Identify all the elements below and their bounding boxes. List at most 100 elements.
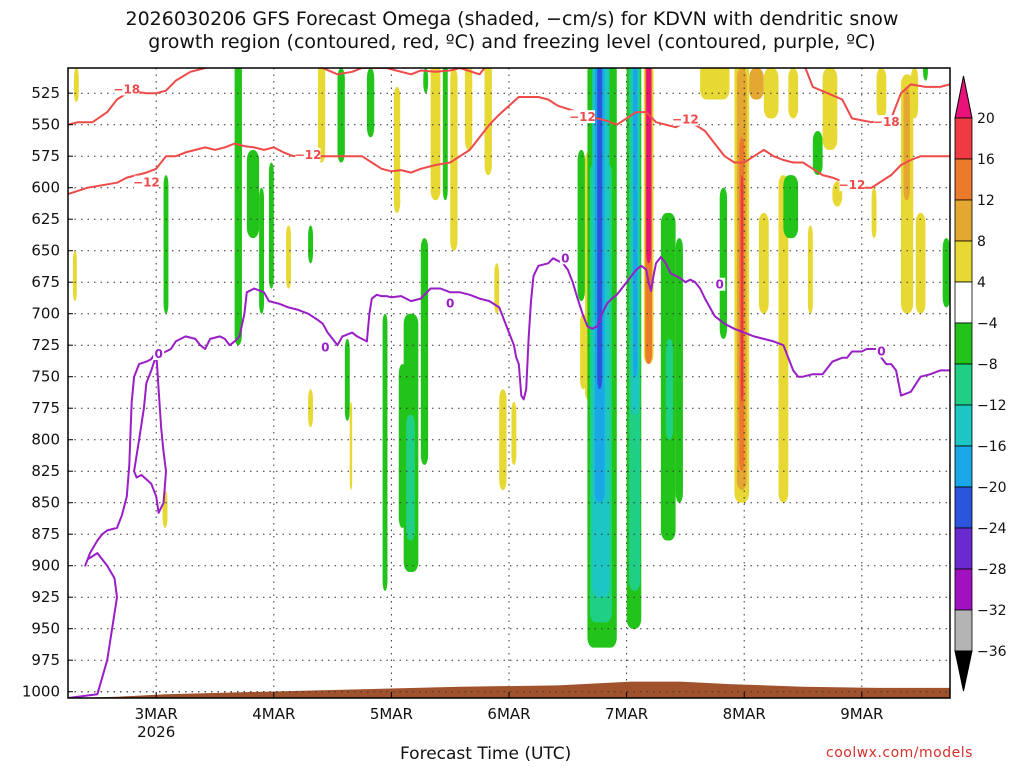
omega-region-27 xyxy=(484,68,492,176)
colorbar-swatch-2 xyxy=(954,199,973,242)
colorbar-swatch-8 xyxy=(954,445,973,488)
contour-label-bg-6 xyxy=(873,115,899,129)
omega-region-1 xyxy=(72,250,77,302)
omega-region-31 xyxy=(577,149,585,302)
contour-label-bg-5 xyxy=(114,82,140,96)
contour-labels: −12 −12 −12 −12 −12 −18 −18 0 0 0 0 0 0 xyxy=(113,82,900,361)
contour-label-bg-12 xyxy=(875,344,887,358)
chart-title-line2: growth region (contoured, red, ºC) and f… xyxy=(148,31,876,53)
omega-region-20 xyxy=(406,414,415,541)
colorbar-label-13: −36 xyxy=(977,644,1007,660)
contour-label-7: 0 xyxy=(154,347,162,361)
omega-region-14 xyxy=(349,401,353,491)
colorbar-swatch-9 xyxy=(954,486,973,529)
y-tick-label-975: 975 xyxy=(31,651,60,669)
y-tick-label-700: 700 xyxy=(31,305,60,323)
omega-region-8 xyxy=(286,225,291,289)
omega-region-28 xyxy=(494,263,500,314)
y-tick-label-825: 825 xyxy=(31,462,60,480)
omega-region-58 xyxy=(778,175,789,503)
omega-region-24 xyxy=(442,68,448,201)
colorbar-swatch-10 xyxy=(954,527,973,570)
terrain xyxy=(68,681,950,698)
colorbar-label-6: −8 xyxy=(977,357,998,373)
chart-title-line1: 2026030206 GFS Forecast Omega (shaded, −… xyxy=(125,8,899,30)
colorbar-label-2: 12 xyxy=(977,193,995,209)
y-axis: 525 550 575 600 625 650 675 700 725 750 775 800 825 8… xyxy=(22,84,73,701)
contour-label-2: −12 xyxy=(569,110,596,124)
colorbar-label-5: −4 xyxy=(977,316,998,332)
omega-region-26 xyxy=(464,68,473,150)
omega-region-47 xyxy=(665,338,674,440)
x-tick-label-9MAR: 9MAR xyxy=(840,705,883,723)
colorbar-bottom-arrow xyxy=(954,650,973,692)
x-axis-label: Forecast Time (UTC) xyxy=(400,744,572,764)
y-tick-label-1000: 1000 xyxy=(22,683,60,701)
y-tick-label-900: 900 xyxy=(31,557,60,575)
terrain-fill xyxy=(68,681,950,698)
y-tick-label-575: 575 xyxy=(31,147,60,165)
contour-label-3: −12 xyxy=(672,113,699,127)
y-tick-label-750: 750 xyxy=(31,368,60,386)
contour-label-11: 0 xyxy=(716,278,724,292)
omega-region-63 xyxy=(822,68,838,150)
omega-region-21 xyxy=(420,238,429,465)
omega-region-11 xyxy=(317,68,326,163)
omega-region-7 xyxy=(268,162,274,289)
omega-region-5 xyxy=(246,149,260,239)
y-tick-label-800: 800 xyxy=(31,431,60,449)
contours xyxy=(68,68,950,698)
colorbar: 20 16 12 8 4 −4 −8 −12 −16 −20 −24 −28 −32 −36 xyxy=(954,75,1007,692)
omega-region-12 xyxy=(337,68,345,163)
omega-region-4 xyxy=(234,68,242,346)
y-tick-label-675: 675 xyxy=(31,273,60,291)
omega-region-62 xyxy=(807,225,813,314)
contour-label-bg-9 xyxy=(444,296,456,310)
omega-region-15 xyxy=(366,68,375,138)
contour-label-5: −18 xyxy=(113,82,140,96)
omega-region-65 xyxy=(871,187,877,239)
contour-label-8: 0 xyxy=(321,341,329,355)
omega-region-45 xyxy=(646,68,652,264)
colorbar-swatch-0 xyxy=(954,117,973,160)
omega-region-29 xyxy=(499,389,507,491)
contour-label-bg-0 xyxy=(133,175,159,189)
omega-region-10 xyxy=(308,389,313,428)
colorbar-swatch-1 xyxy=(954,158,973,201)
colorbar-label-9: −20 xyxy=(977,480,1007,496)
colorbar-swatch-11 xyxy=(954,568,973,611)
credit-text: coolwx.com/models xyxy=(826,745,973,761)
y-tick-label-725: 725 xyxy=(31,336,60,354)
colorbar-label-10: −24 xyxy=(977,521,1007,537)
colorbar-top-arrow xyxy=(954,75,973,119)
y-tick-label-950: 950 xyxy=(31,620,60,638)
x-tick-label-3MAR: 3MAR xyxy=(135,705,178,723)
omega-region-50 xyxy=(719,187,728,339)
chart-title: 2026030206 GFS Forecast Omega (shaded, −… xyxy=(0,8,1024,54)
omega-region-16 xyxy=(382,313,388,591)
x-tick-label-8MAR: 8MAR xyxy=(723,705,766,723)
omega-region-70 xyxy=(915,212,926,314)
contour-label-4: −12 xyxy=(839,178,866,192)
colorbar-swatch-12 xyxy=(954,609,973,652)
y-tick-label-850: 850 xyxy=(31,494,60,512)
omega-region-42 xyxy=(632,68,638,377)
omega-region-9 xyxy=(308,225,313,264)
colorbar-label-12: −32 xyxy=(977,603,1007,619)
contour-label-bg-2 xyxy=(570,110,595,124)
colorbar-label-1: 16 xyxy=(977,152,995,168)
x-tick-label-5MAR: 5MAR xyxy=(370,705,413,723)
contour-line-2 xyxy=(68,256,950,698)
contour-label-bg-4 xyxy=(839,178,865,192)
colorbar-label-7: −12 xyxy=(977,398,1007,414)
y-tick-label-925: 925 xyxy=(31,588,60,606)
omega-region-32 xyxy=(580,313,587,390)
contour-label-0: −12 xyxy=(133,176,160,190)
colorbar-label-3: 8 xyxy=(977,234,986,250)
x-tick-sublabel-3MAR: 2026 xyxy=(137,723,175,741)
omega-region-6 xyxy=(259,187,264,314)
colorbar-swatch-7 xyxy=(954,404,973,447)
omega-region-17 xyxy=(393,86,401,213)
contour-label-9: 0 xyxy=(446,297,454,311)
